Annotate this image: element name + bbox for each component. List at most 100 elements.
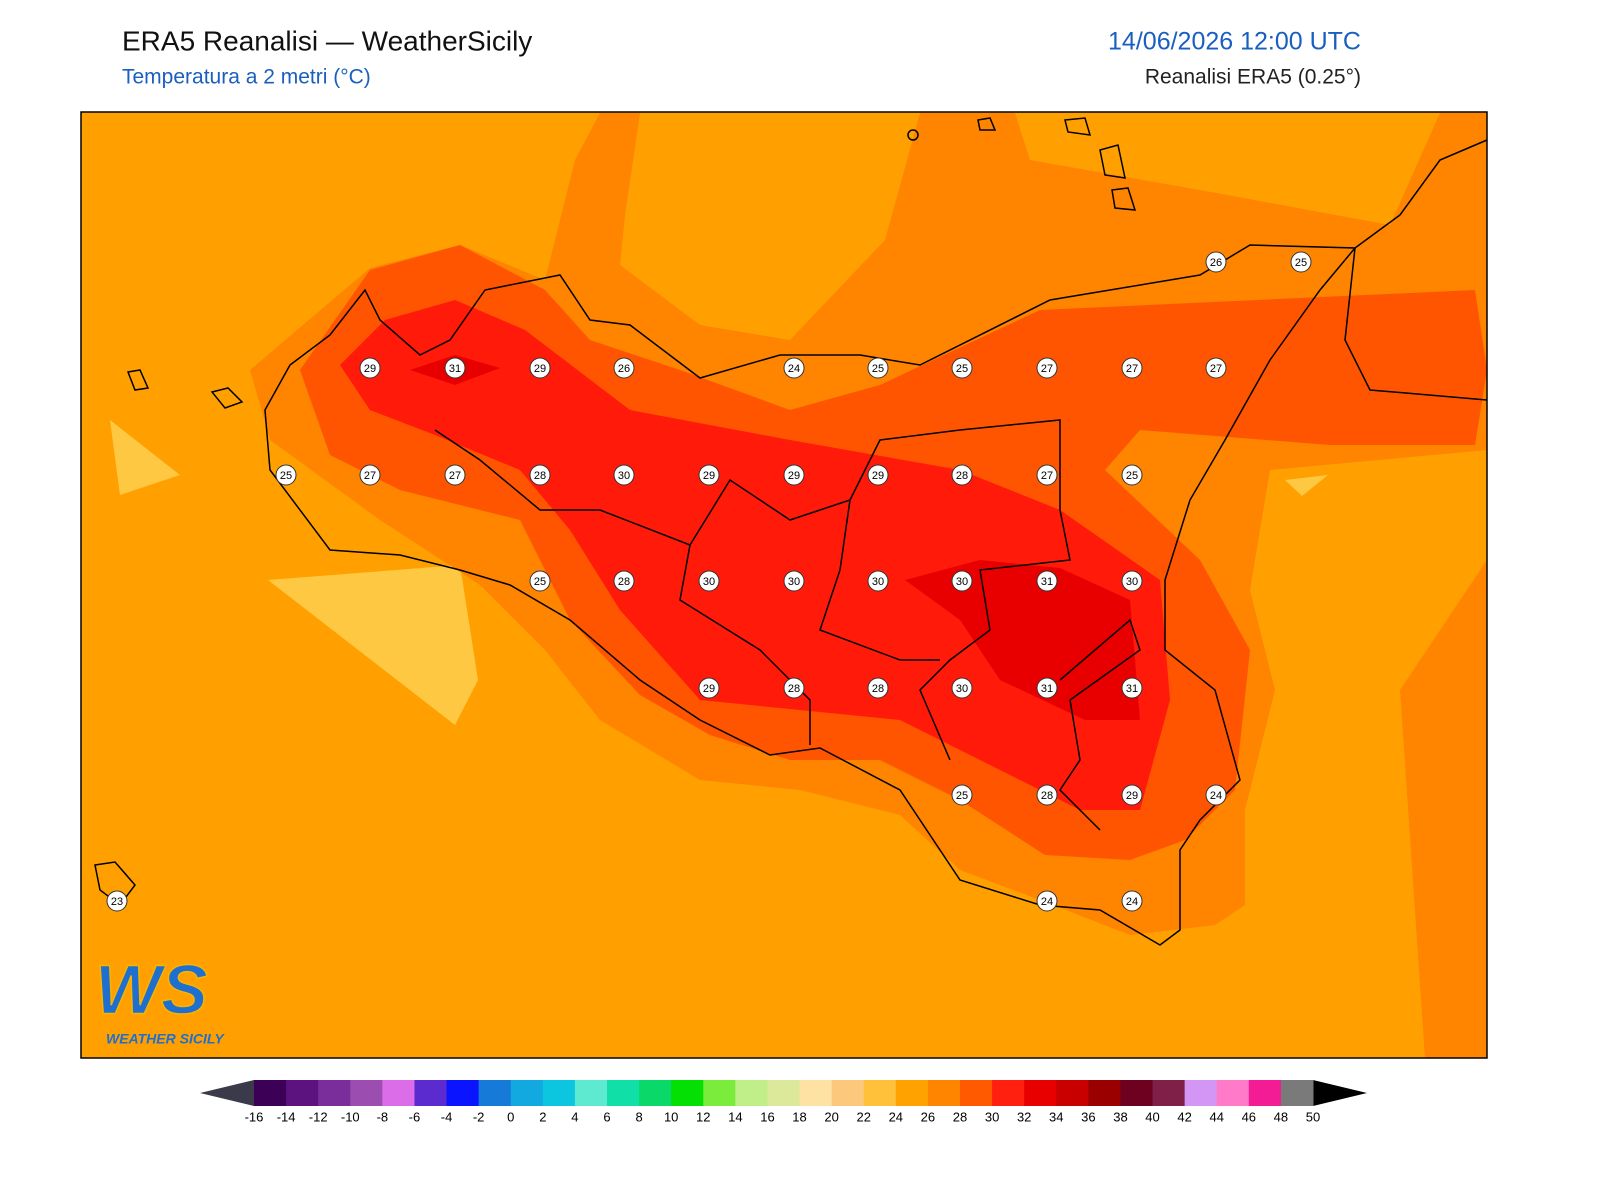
station-marker (783, 677, 805, 699)
station-value: 28 (956, 470, 968, 482)
colorbar-box (350, 1080, 383, 1106)
colorbar-tick-label: 48 (1274, 1109, 1288, 1124)
colorbar-tick-label: 10 (664, 1109, 678, 1124)
station-marker (1121, 890, 1143, 912)
station-marker (951, 357, 973, 379)
station-marker (1121, 784, 1143, 806)
contour (1285, 475, 1328, 496)
station-value: 26 (1210, 257, 1222, 269)
station-value: 25 (956, 363, 968, 375)
station-value: 24 (1126, 896, 1138, 908)
station-marker (1036, 677, 1058, 699)
station-value: 30 (872, 576, 884, 588)
colorbar-tick-label: 20 (824, 1109, 838, 1124)
island (1111, 187, 1137, 211)
station-marker (1290, 251, 1312, 273)
source: Reanalisi ERA5 (0.25°) (1145, 66, 1361, 89)
colorbar-box (1120, 1080, 1154, 1106)
station-value: 23 (111, 896, 123, 908)
contour (268, 565, 478, 725)
colorbar-tick-label: 16 (760, 1109, 774, 1124)
colorbar-box (1024, 1080, 1057, 1106)
station-value: 24 (1041, 896, 1053, 908)
station-value: 29 (788, 470, 800, 482)
station-marker (1121, 357, 1143, 379)
station-marker (951, 464, 973, 486)
colorbar-tick-label: 30 (985, 1109, 999, 1124)
colorbar-box (1088, 1080, 1121, 1106)
colorbar-tick-label: -4 (441, 1109, 453, 1124)
station-value: 29 (703, 683, 715, 695)
station-marker (1205, 357, 1227, 379)
station-value: 29 (534, 363, 546, 375)
station-value: 30 (703, 576, 715, 588)
colorbar-tick-label: 50 (1306, 1109, 1320, 1124)
colorbar-tick-label: 28 (953, 1109, 967, 1124)
station-value: 29 (364, 363, 376, 375)
colorbar-box (510, 1080, 544, 1106)
station-value: 24 (1210, 790, 1222, 802)
colorbar-tick-label: 0 (507, 1109, 514, 1124)
logo: WS WEATHER SICILY (94, 950, 225, 1047)
station-value: 27 (1041, 363, 1053, 375)
colorbar-box (254, 1080, 287, 1106)
colorbar-tick-label: 8 (635, 1109, 642, 1124)
station-marker (698, 570, 720, 592)
colorbar-tick-label: 32 (1017, 1109, 1031, 1124)
station-marker (1036, 890, 1058, 912)
colorbar-box (639, 1080, 672, 1106)
colorbar-tick-label: 36 (1081, 1109, 1095, 1124)
colorbar-box (960, 1080, 993, 1106)
colorbar-over (1313, 1080, 1367, 1106)
station-value: 25 (280, 470, 292, 482)
colorbar-tick-label: 14 (728, 1109, 742, 1124)
colorbar-tick-label: 6 (603, 1109, 610, 1124)
datetime: 14/06/2026 12:00 UTC (1108, 28, 1361, 56)
station-marker (613, 357, 635, 379)
sicily-coast (264, 244, 1357, 946)
island (210, 387, 244, 409)
colorbar-box (927, 1080, 961, 1106)
colorbar-box (1248, 1080, 1282, 1106)
station-value: 24 (788, 363, 800, 375)
contour (620, 113, 920, 340)
station-value: 30 (788, 576, 800, 588)
colorbar-box (992, 1080, 1025, 1106)
colorbar-box (1056, 1080, 1089, 1106)
contour (1015, 113, 1440, 225)
station-value: 31 (1041, 683, 1053, 695)
colorbar-tick-label: 26 (921, 1109, 935, 1124)
station-marker (1036, 357, 1058, 379)
colorbar-tick-label: 42 (1177, 1109, 1191, 1124)
station-value: 30 (618, 470, 630, 482)
station-value: 29 (703, 470, 715, 482)
colorbar-box (1152, 1080, 1186, 1106)
colorbar-box (1280, 1080, 1314, 1106)
station-marker (698, 677, 720, 699)
colorbar-box (1216, 1080, 1250, 1106)
colorbar-box (703, 1080, 736, 1106)
colorbar-under (200, 1080, 254, 1106)
colorbar-tick-label: -12 (309, 1109, 328, 1124)
station-marker (867, 677, 889, 699)
logo-text: WEATHER SICILY (106, 1031, 225, 1047)
contour (110, 420, 180, 495)
colorbar: -16 -14 -12 -10 -8 -6 -4 -2 0 2 4 6 8 10 12 14 16 18 20 22 2… (200, 1080, 1367, 1124)
station-value: 29 (1126, 790, 1138, 802)
station-marker (783, 357, 805, 379)
colorbar-tick-label: -2 (473, 1109, 485, 1124)
station-marker (1121, 677, 1143, 699)
station-marker (1205, 784, 1227, 806)
station-marker (867, 570, 889, 592)
colorbar-box (318, 1080, 351, 1106)
station-value: 27 (1126, 363, 1138, 375)
station-value: 27 (449, 470, 461, 482)
station-value: 25 (872, 363, 884, 375)
station-value: 31 (1041, 576, 1053, 588)
island (1099, 144, 1126, 179)
colorbar-tick-label: 24 (889, 1109, 903, 1124)
station-marker (951, 677, 973, 699)
colorbar-tick-label: 18 (792, 1109, 806, 1124)
station-value: 30 (956, 576, 968, 588)
